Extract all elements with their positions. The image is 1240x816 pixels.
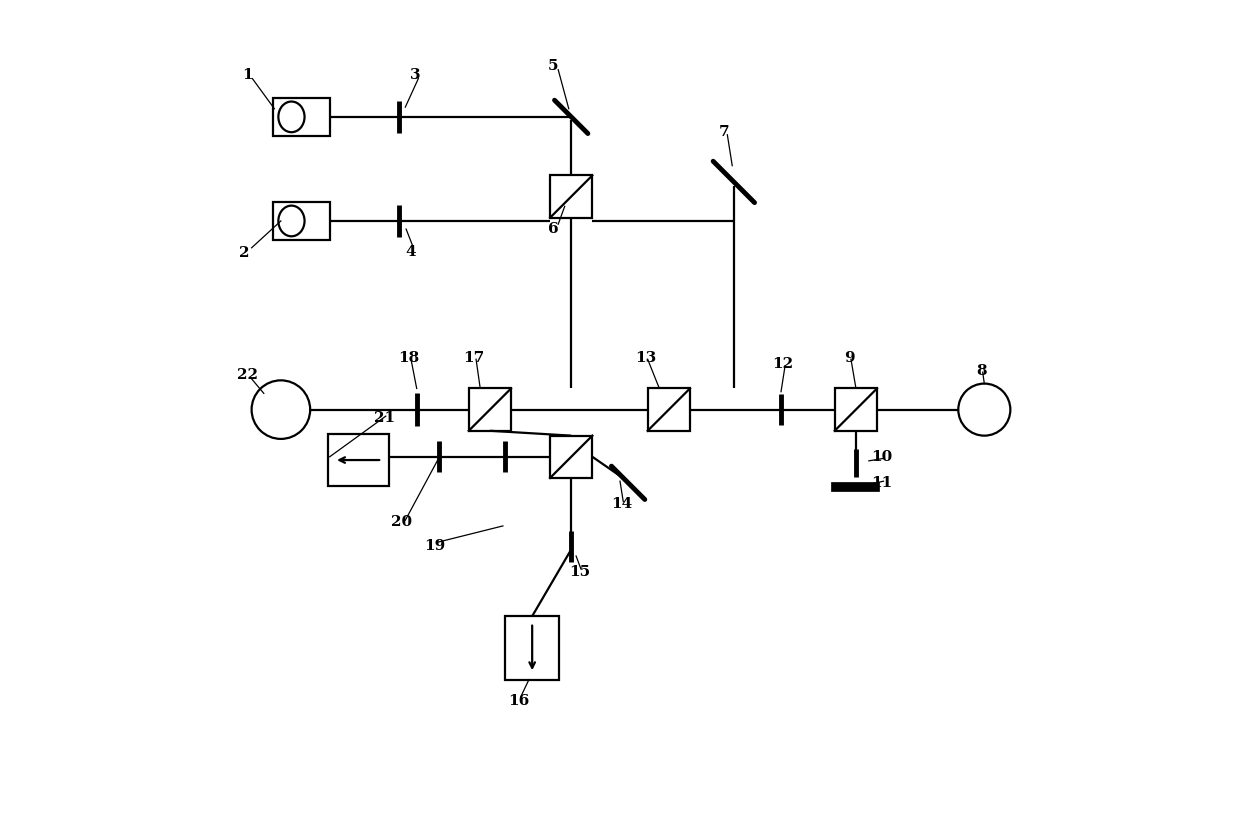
Text: 10: 10 <box>872 450 893 463</box>
Text: 14: 14 <box>611 497 632 511</box>
Bar <box>835 388 877 431</box>
Text: 5: 5 <box>548 60 558 73</box>
Text: 18: 18 <box>398 351 419 365</box>
Bar <box>469 388 511 431</box>
Text: 4: 4 <box>405 245 415 259</box>
Text: 1: 1 <box>242 68 253 82</box>
Text: 21: 21 <box>373 410 394 425</box>
Text: 17: 17 <box>463 351 485 365</box>
Text: 22: 22 <box>237 369 258 383</box>
Text: 13: 13 <box>635 351 657 365</box>
Bar <box>506 616 559 680</box>
Bar <box>647 388 689 431</box>
Text: 19: 19 <box>424 539 445 553</box>
Text: 2: 2 <box>239 246 249 260</box>
Text: 7: 7 <box>719 125 729 139</box>
Text: 9: 9 <box>844 351 854 365</box>
Text: 16: 16 <box>507 694 529 707</box>
Bar <box>327 433 388 486</box>
Text: 11: 11 <box>872 476 893 490</box>
Text: 20: 20 <box>392 515 413 529</box>
Bar <box>551 436 593 478</box>
Text: 6: 6 <box>548 222 559 236</box>
Text: 12: 12 <box>773 357 794 371</box>
Text: 15: 15 <box>569 565 590 579</box>
Text: 8: 8 <box>976 364 986 378</box>
Bar <box>273 202 330 240</box>
Text: 3: 3 <box>409 68 420 82</box>
Bar <box>273 98 330 135</box>
Bar <box>551 175 593 218</box>
